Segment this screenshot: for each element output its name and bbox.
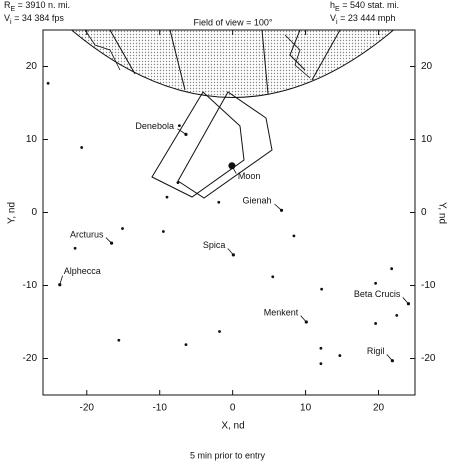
leader-line <box>386 354 393 361</box>
y-axis-label: Y, nd <box>7 202 18 224</box>
star-label: Denebola <box>135 121 174 131</box>
value-text: = 23 444 mph <box>338 13 396 23</box>
y-tick-label-right: 0 <box>421 207 427 218</box>
star <box>320 287 324 291</box>
star <box>395 314 399 317</box>
star <box>184 343 188 347</box>
y-tick-label-right: -10 <box>421 280 436 291</box>
star <box>338 354 342 357</box>
subscript: i <box>336 19 338 26</box>
leader-line <box>59 275 63 285</box>
leader-line <box>231 165 237 174</box>
leader-line <box>300 315 307 323</box>
star-label: Arcturus <box>70 230 104 240</box>
x-tick-label: 0 <box>230 403 236 414</box>
x-tick-label: 10 <box>300 403 312 414</box>
star-label: Gienah <box>242 196 271 206</box>
field-of-view-outline <box>151 91 273 199</box>
star <box>271 275 275 279</box>
symbol: V <box>4 13 10 23</box>
y-tick-label: 10 <box>26 134 38 145</box>
header-line: Vi = 23 444 mph <box>330 13 395 25</box>
star <box>390 267 394 271</box>
caption: 5 min prior to entry <box>190 450 266 460</box>
star <box>165 195 169 199</box>
x-tick-label: -10 <box>152 403 167 414</box>
subscript: E <box>11 6 16 13</box>
symbol: h <box>330 0 335 10</box>
star-label: Spica <box>203 240 226 250</box>
star <box>292 234 296 238</box>
y-tick-label-right: -20 <box>421 353 436 364</box>
star-label: Alphecca <box>64 266 101 276</box>
y-tick-label-right: 20 <box>421 61 433 72</box>
subscript: E <box>335 6 340 13</box>
y-tick-label: -10 <box>23 280 38 291</box>
x-axis-label: X, nd <box>221 421 244 432</box>
y-tick-label: -20 <box>23 353 38 364</box>
star-label: Rigil <box>367 346 385 356</box>
subscript: i <box>10 19 12 26</box>
leader-line <box>227 248 234 256</box>
x-tick-label: -20 <box>80 403 95 414</box>
header-line: hE = 540 stat. mi. <box>330 0 399 12</box>
star <box>46 81 50 85</box>
star <box>217 200 221 204</box>
header-line: Vi = 34 384 fps <box>4 13 64 25</box>
y-tick-label-right: 10 <box>421 134 433 145</box>
chart-title: Field of view = 100° <box>194 17 273 27</box>
symbol: V <box>330 13 336 23</box>
leader-line <box>177 128 187 135</box>
star-label: Menkent <box>264 307 299 317</box>
value-text: = 34 384 fps <box>12 13 65 23</box>
leader-line <box>105 237 112 244</box>
y-axis-label-right: Y, nd <box>436 202 447 224</box>
star <box>374 281 378 285</box>
star <box>319 346 323 350</box>
header-line: RE = 3910 n. mi. <box>4 0 70 12</box>
star <box>178 124 181 128</box>
star <box>161 230 165 233</box>
value-text: = 3910 n. mi. <box>15 0 70 10</box>
y-tick-label: 0 <box>31 207 37 218</box>
symbol: R <box>4 0 11 10</box>
leader-line <box>402 297 409 305</box>
earth <box>70 30 395 98</box>
star <box>73 246 77 250</box>
star <box>218 330 221 333</box>
leader-line <box>274 203 282 211</box>
star <box>121 227 124 230</box>
star <box>117 338 121 342</box>
star <box>319 362 323 366</box>
value-text: = 540 stat. mi. <box>340 0 399 10</box>
star-label: Moon <box>238 171 261 181</box>
star-label: Beta Crucis <box>354 289 401 299</box>
x-tick-label: 20 <box>373 403 385 414</box>
y-tick-label: 20 <box>26 61 38 72</box>
star <box>374 322 378 325</box>
star <box>80 146 84 149</box>
star <box>176 181 180 184</box>
